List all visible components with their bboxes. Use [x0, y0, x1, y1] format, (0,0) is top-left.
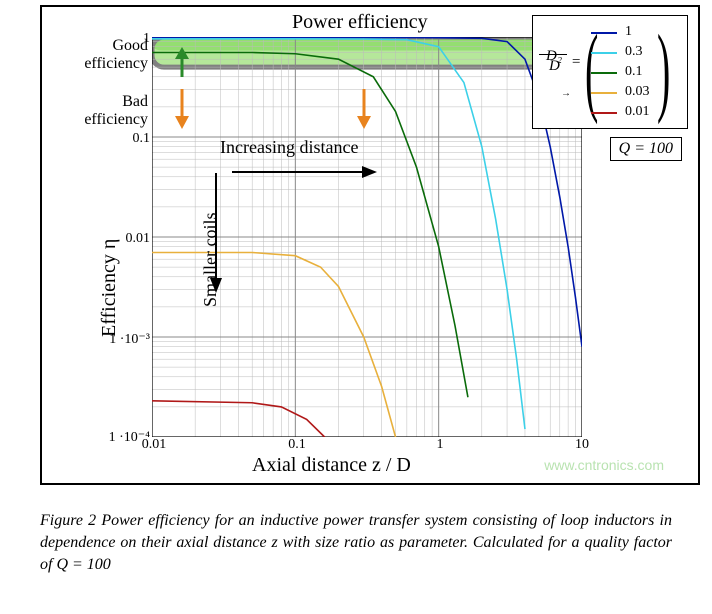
good-l2: efficiency: [84, 55, 148, 72]
watermark: www.cntronics.com: [544, 457, 664, 473]
legend-row: 0.01: [595, 104, 685, 122]
increasing-distance-label: Increasing distance: [220, 137, 358, 158]
q-factor-text: Q = 100: [619, 140, 673, 157]
bad-down-arrow-1: [172, 89, 192, 129]
legend-equals: =: [571, 54, 581, 71]
legend-value: 0.3: [625, 44, 643, 60]
ytick-0: 1: [90, 31, 150, 47]
legend-swatch: [591, 112, 617, 114]
bad-down-arrow-2: [354, 89, 374, 129]
ytick-2: 0.01: [90, 231, 150, 247]
legend-row: 0.3: [595, 44, 685, 62]
x-axis-label: Axial distance z / D: [252, 454, 411, 477]
legend-row: 1: [595, 24, 685, 42]
ytick-1: 0.1: [90, 131, 150, 147]
legend-value: 1: [625, 24, 632, 40]
increasing-distance-arrow: [232, 162, 377, 182]
q-factor-box: Q = 100: [610, 137, 682, 161]
legend-row: 0.1: [595, 64, 685, 82]
xtick-3: 10: [562, 437, 602, 453]
bad-l1: Bad: [122, 93, 148, 110]
legend: → D₂ D = ( ) 10.30.10.030.01: [532, 15, 688, 129]
legend-swatch: [591, 92, 617, 94]
chart-title: Power efficiency: [292, 11, 428, 34]
good-up-arrow: [172, 47, 192, 77]
smaller-coils-arrow: [206, 173, 226, 293]
chart-container: Power efficiency Good efficiency Bad eff…: [40, 5, 700, 485]
legend-value: 0.01: [625, 104, 650, 120]
legend-ratio-arrow: →: [561, 88, 571, 99]
legend-value: 0.1: [625, 64, 643, 80]
legend-swatch: [591, 32, 617, 34]
y-axis-label: Efficiency η: [98, 239, 121, 337]
legend-swatch: [591, 52, 617, 54]
bad-l2: efficiency: [84, 111, 148, 128]
legend-value: 0.03: [625, 84, 650, 100]
bad-efficiency-label: Bad efficiency: [48, 93, 148, 129]
legend-ratio-bot: D: [549, 58, 560, 75]
page: Power efficiency Good efficiency Bad eff…: [0, 0, 712, 614]
xtick-2: 1: [420, 437, 460, 453]
xtick-1: 0.1: [277, 437, 317, 453]
figure-caption: Figure 2 Power efficiency for an inducti…: [40, 510, 672, 576]
xtick-0: 0.01: [134, 437, 174, 453]
legend-swatch: [591, 72, 617, 74]
legend-row: 0.03: [595, 84, 685, 102]
ytick-3: 1 ·10⁻³: [90, 331, 150, 348]
